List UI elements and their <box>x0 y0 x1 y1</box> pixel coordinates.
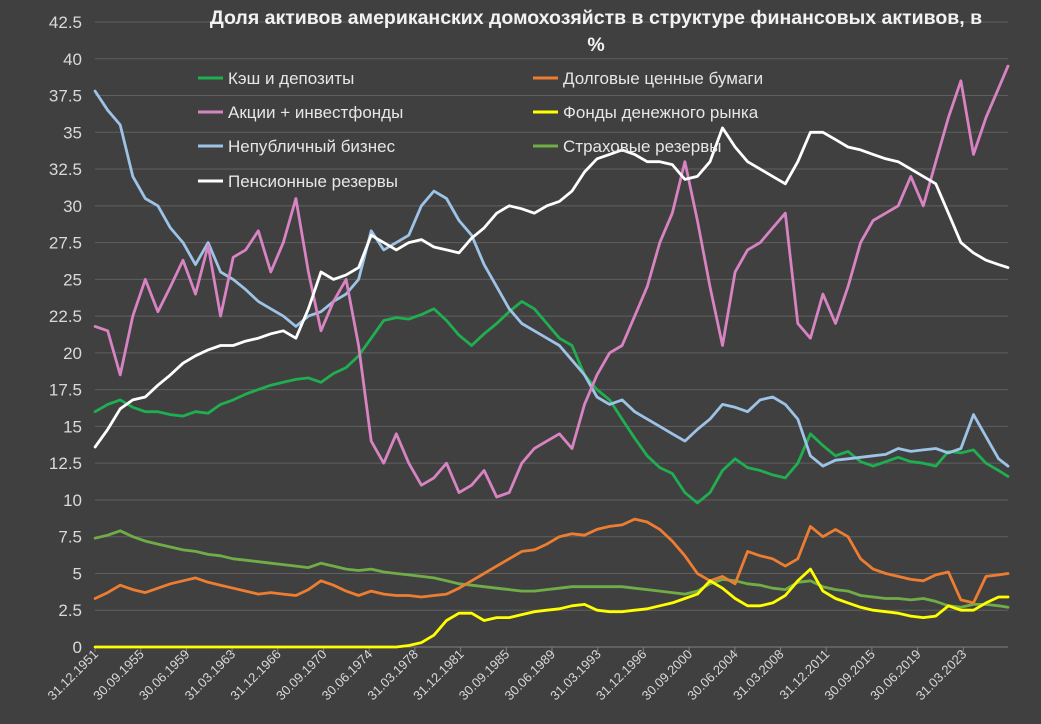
y-tick-label: 0 <box>73 638 82 657</box>
y-tick-label: 20 <box>63 344 82 363</box>
legend-label: Страховые резервы <box>563 137 721 156</box>
y-tick-label: 22.5 <box>49 307 82 326</box>
legend-label: Долговые ценные бумаги <box>563 69 763 88</box>
series-line <box>93 64 1010 499</box>
y-tick-label: 5 <box>73 564 82 583</box>
y-tick-label: 2.5 <box>58 601 82 620</box>
y-tick-label: 37.5 <box>49 87 82 106</box>
y-tick-label: 27.5 <box>49 234 82 253</box>
y-axis-ticks: 0 2.5 5 7.5 10 12.5 15 17.5 20 22.5 25 27.5 30 32.5 35… <box>49 13 82 657</box>
y-tick-label: 17.5 <box>49 381 82 400</box>
y-tick-label: 10 <box>63 491 82 510</box>
y-tick-label: 30 <box>63 197 82 216</box>
series-line <box>93 529 1010 609</box>
series-line <box>93 300 1010 505</box>
legend: Кэш и депозиты Долговые ценные бумаги Акци… <box>198 69 763 191</box>
y-tick-label: 12.5 <box>49 454 82 473</box>
y-tick-label: 35 <box>63 123 82 142</box>
grid-lines <box>95 21 1008 648</box>
series-line <box>93 89 1010 468</box>
y-tick-label: 15 <box>63 417 82 436</box>
chart-title-line2: % <box>587 34 604 56</box>
legend-label: Пенсионные резервы <box>228 172 398 191</box>
y-tick-label: 42.5 <box>49 13 82 32</box>
y-tick-label: 25 <box>63 270 82 289</box>
series-lines <box>93 64 1010 649</box>
y-tick-label: 7.5 <box>58 528 82 547</box>
y-tick-label: 40 <box>63 50 82 69</box>
series-line <box>93 517 1010 605</box>
legend-label: Непубличный бизнес <box>228 137 396 156</box>
series-line <box>93 567 1010 649</box>
series-line <box>93 126 1010 449</box>
legend-label: Кэш и депозиты <box>228 69 354 88</box>
chart-title-line1: Доля активов американских домохозяйств в… <box>210 7 982 29</box>
legend-label: Акции + инвестфонды <box>228 103 403 122</box>
legend-label: Фонды денежного рынка <box>563 103 759 122</box>
chart-title: Доля активов американских домохозяйств в… <box>210 7 982 56</box>
y-tick-label: 32.5 <box>49 160 82 179</box>
